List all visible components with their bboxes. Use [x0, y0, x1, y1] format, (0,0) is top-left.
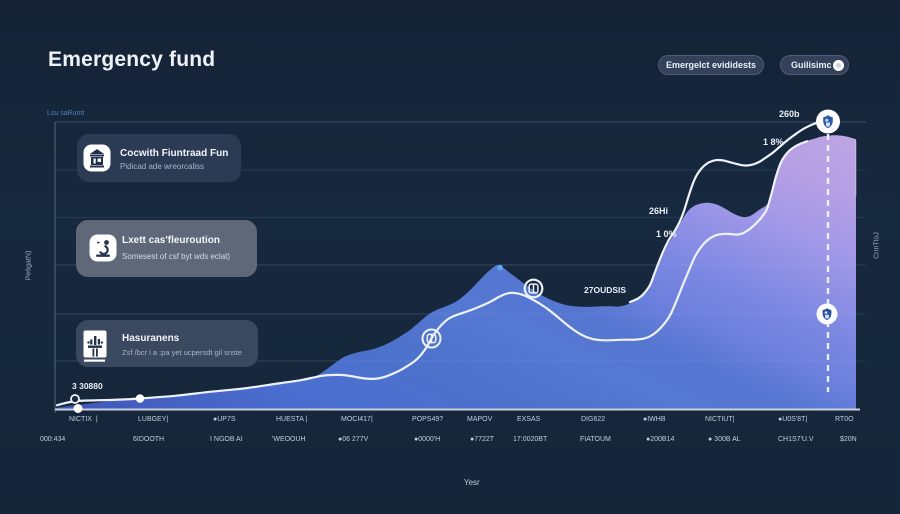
svg-text:1 8%: 1 8% — [763, 137, 784, 147]
svg-text:260b: 260b — [779, 109, 800, 119]
svg-text:27OUDSIS: 27OUDSIS — [584, 285, 626, 295]
svg-text:1 0%: 1 0% — [656, 229, 677, 239]
svg-text:26Hi: 26Hi — [649, 206, 668, 216]
svg-text:3 30880: 3 30880 — [72, 381, 103, 391]
